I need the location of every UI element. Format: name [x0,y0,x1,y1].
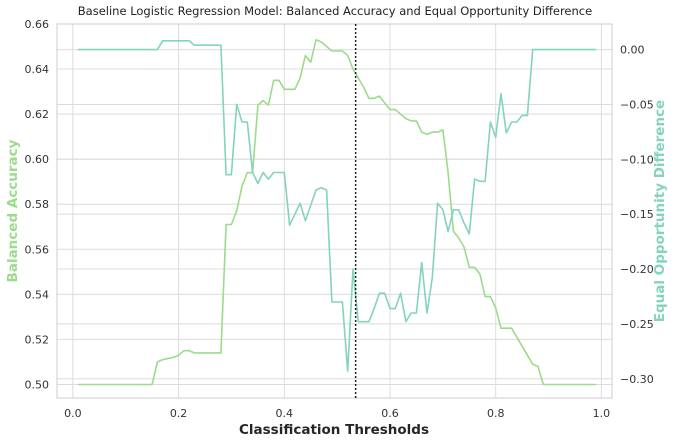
left-y-tick-label: 0.60 [25,153,50,166]
right-y-tick-label: 0.00 [620,44,645,57]
balanced-accuracy-line [78,38,597,386]
right-y-tick-label: −0.20 [620,263,654,276]
grid [57,23,612,398]
right-y-tick-label: −0.30 [620,373,654,386]
left-y-tick-label: 0.56 [25,243,50,256]
x-tick-label: 1.0 [593,407,611,420]
left-y-tick-label: 0.58 [25,198,50,211]
left-y-tick-label: 0.62 [25,108,50,121]
chart-title: Baseline Logistic Regression Model: Bala… [78,4,592,18]
right-y-tick-label: −0.05 [620,98,654,111]
right-axis-ticks: 0.00 −0.05 −0.10 −0.15 −0.20 −0.25 −0.30 [620,44,654,386]
x-axis-label: Classification Thresholds [239,422,429,438]
left-y-tick-label: 0.50 [25,378,50,391]
series-layer [78,24,597,398]
x-tick-label: 0.2 [170,407,188,420]
left-axis-ticks: 0.50 0.52 0.54 0.56 0.58 0.60 0.62 0.64 0.66 [25,18,50,391]
left-y-tick-label: 0.66 [25,18,50,31]
x-axis-ticks: 0.0 0.2 0.4 0.6 0.8 1.0 [64,407,610,420]
left-y-tick-label: 0.54 [25,288,50,301]
left-y-axis-label: Balanced Accuracy [5,139,21,282]
right-y-tick-label: −0.15 [620,208,654,221]
x-tick-label: 0.0 [64,407,82,420]
equal-opportunity-line [78,39,597,372]
right-y-axis-label: Equal Opportunity Difference [652,100,668,322]
x-tick-label: 0.6 [381,407,399,420]
plot-area-frame [56,23,613,399]
left-y-tick-label: 0.52 [25,333,50,346]
x-tick-label: 0.4 [276,407,294,420]
right-y-tick-label: −0.10 [620,153,654,166]
left-y-tick-label: 0.64 [25,63,50,76]
right-y-tick-label: −0.25 [620,318,654,331]
x-tick-label: 0.8 [487,407,505,420]
